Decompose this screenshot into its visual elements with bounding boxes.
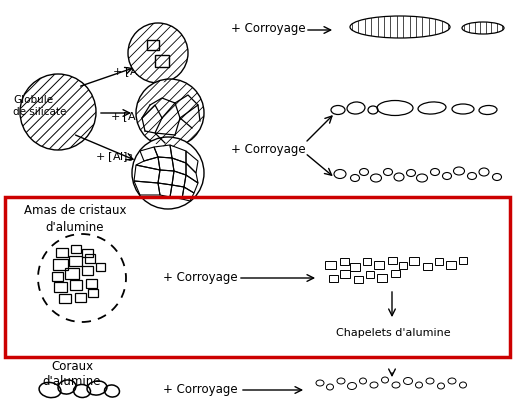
- Bar: [390, 269, 400, 276]
- Text: + Corroyage: + Corroyage: [231, 143, 305, 156]
- Ellipse shape: [350, 16, 450, 38]
- Text: + Corroyage: + Corroyage: [163, 383, 237, 396]
- Bar: [53, 259, 67, 269]
- Bar: [459, 257, 467, 263]
- Bar: [59, 293, 71, 303]
- Bar: [88, 289, 98, 297]
- Bar: [399, 261, 407, 269]
- Text: Coraux
d'alumine: Coraux d'alumine: [43, 360, 101, 388]
- Bar: [68, 256, 81, 266]
- Bar: [329, 274, 337, 282]
- Text: + Corroyage: + Corroyage: [163, 271, 237, 284]
- Bar: [71, 245, 81, 253]
- Bar: [52, 271, 62, 280]
- Bar: [54, 282, 66, 292]
- Bar: [409, 257, 419, 265]
- Circle shape: [20, 74, 96, 150]
- Bar: [435, 257, 443, 265]
- Bar: [350, 263, 360, 271]
- Bar: [377, 274, 387, 282]
- Bar: [65, 267, 79, 278]
- Text: + [Al]$_3$: + [Al]$_3$: [95, 150, 133, 164]
- Text: Globule
de silicate: Globule de silicate: [13, 95, 66, 117]
- Circle shape: [136, 79, 204, 147]
- Bar: [446, 261, 456, 269]
- Bar: [81, 249, 93, 257]
- Bar: [95, 263, 105, 271]
- Ellipse shape: [462, 22, 504, 34]
- Bar: [147, 40, 159, 50]
- Circle shape: [128, 23, 188, 83]
- Bar: [5, 197, 510, 357]
- Bar: [81, 265, 93, 274]
- Bar: [324, 261, 335, 269]
- Text: Amas de cristaux
d'alumine: Amas de cristaux d'alumine: [24, 204, 126, 234]
- Bar: [56, 248, 68, 257]
- Bar: [155, 55, 169, 67]
- Bar: [353, 276, 363, 282]
- Bar: [85, 253, 95, 263]
- Bar: [75, 292, 85, 301]
- Bar: [85, 278, 96, 288]
- Bar: [340, 270, 350, 278]
- Bar: [363, 257, 371, 265]
- Text: + [Al]$_1$: + [Al]$_1$: [112, 65, 150, 79]
- Text: + Corroyage: + Corroyage: [231, 22, 305, 35]
- Bar: [366, 271, 374, 278]
- Bar: [422, 263, 432, 269]
- Bar: [339, 257, 349, 265]
- Text: + [Al]$_2$: + [Al]$_2$: [110, 110, 148, 124]
- Bar: [70, 280, 82, 290]
- Bar: [387, 257, 397, 263]
- Text: Chapelets d'alumine: Chapelets d'alumine: [336, 328, 450, 338]
- Circle shape: [132, 137, 204, 209]
- Bar: [374, 261, 384, 269]
